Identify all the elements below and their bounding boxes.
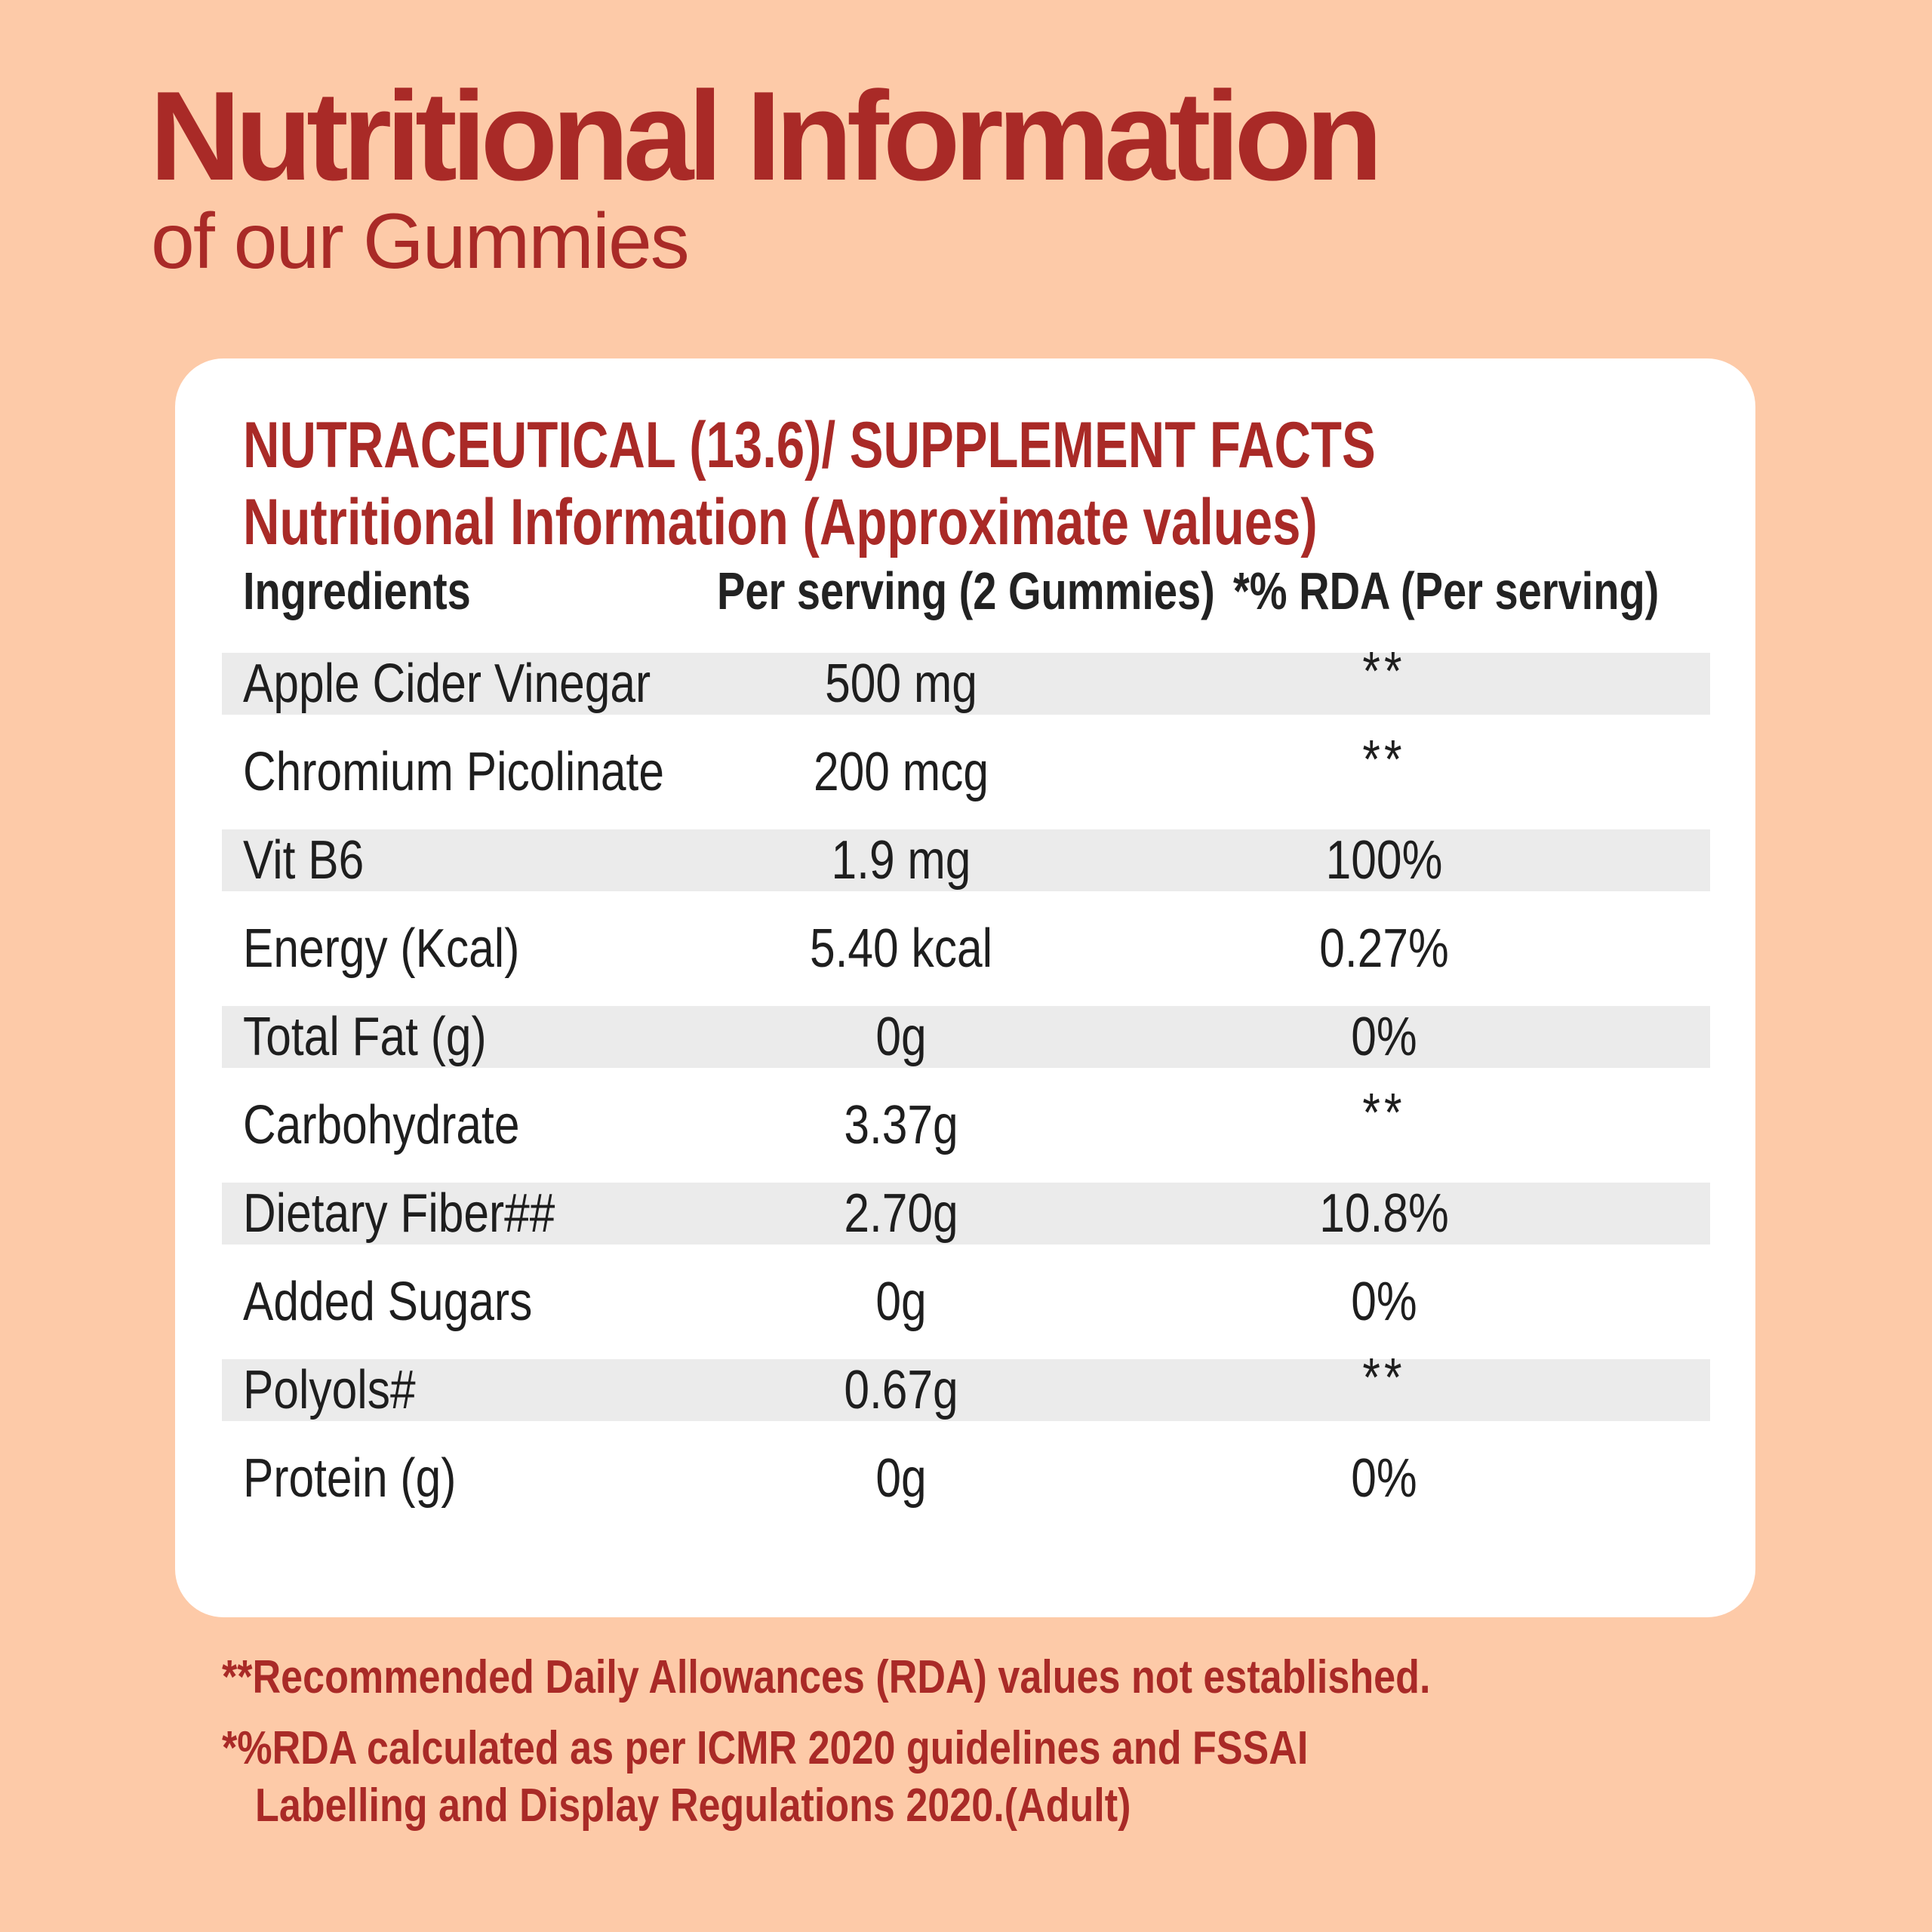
serving-cell: 2.70g bbox=[844, 1183, 958, 1244]
rda-cell: ** bbox=[1362, 1348, 1406, 1408]
table-row: Apple Cider Vinegar 500 mg ** bbox=[222, 641, 1710, 741]
ingredient-cell: Energy (Kcal) bbox=[243, 918, 520, 979]
rda-cell: 0% bbox=[1351, 1272, 1417, 1332]
column-header-ingredients: Ingredients bbox=[243, 561, 471, 620]
facts-subheading: Nutritional Information (Approximate val… bbox=[243, 486, 1318, 558]
table-row: Added Sugars 0g 0% bbox=[222, 1271, 1710, 1359]
ingredient-cell: Carbohydrate bbox=[243, 1095, 520, 1155]
table-row: Protein (g) 0g 0% bbox=[222, 1447, 1710, 1536]
page-title: Nutritional Information bbox=[149, 65, 1383, 207]
table-row: Chromium Picolinate 200 mcg ** bbox=[222, 730, 1710, 829]
table-row: Carbohydrate 3.37g ** bbox=[222, 1083, 1710, 1183]
footnote-rda-not-established: **Recommended Daily Allowances (RDA) val… bbox=[222, 1651, 1431, 1703]
serving-cell: 1.9 mg bbox=[831, 830, 971, 891]
facts-heading: NUTRACEUTICAL (13.6)/ SUPPLEMENT FACTS bbox=[243, 409, 1376, 481]
table-row: Total Fat (g) 0g 0% bbox=[222, 1006, 1710, 1094]
rda-cell: 0.27% bbox=[1319, 918, 1449, 979]
ingredient-cell: Polyols# bbox=[243, 1360, 416, 1420]
serving-cell: 0g bbox=[875, 1272, 927, 1332]
ingredient-cell: Added Sugars bbox=[243, 1272, 533, 1332]
rda-cell: ** bbox=[1362, 1083, 1406, 1143]
serving-cell: 3.37g bbox=[844, 1095, 958, 1155]
rda-cell: 10.8% bbox=[1319, 1183, 1449, 1244]
facts-table: Apple Cider Vinegar 500 mg ** Chromium P… bbox=[222, 641, 1710, 1536]
supplement-facts-card: NUTRACEUTICAL (13.6)/ SUPPLEMENT FACTS N… bbox=[175, 358, 1755, 1617]
serving-cell: 200 mcg bbox=[814, 742, 989, 802]
serving-cell: 0.67g bbox=[844, 1360, 958, 1420]
column-header-rda: *% RDA (Per serving) bbox=[1233, 561, 1660, 620]
ingredient-cell: Protein (g) bbox=[243, 1448, 457, 1509]
ingredient-cell: Dietary Fiber## bbox=[243, 1183, 555, 1244]
serving-cell: 500 mg bbox=[825, 654, 977, 714]
serving-cell: 0g bbox=[875, 1448, 927, 1509]
ingredient-cell: Chromium Picolinate bbox=[243, 742, 664, 802]
table-row: Dietary Fiber## 2.70g 10.8% bbox=[222, 1183, 1710, 1271]
serving-cell: 0g bbox=[875, 1007, 927, 1067]
rda-cell: ** bbox=[1362, 730, 1406, 790]
footnote-rda-calculation-continued: Labelling and Display Regulations 2020.(… bbox=[255, 1780, 1131, 1832]
serving-cell: 5.40 kcal bbox=[809, 918, 993, 979]
ingredient-cell: Apple Cider Vinegar bbox=[243, 654, 651, 714]
rda-cell: 100% bbox=[1325, 830, 1443, 891]
rda-cell: ** bbox=[1362, 641, 1406, 702]
footnote-rda-calculation: *%RDA calculated as per ICMR 2020 guidel… bbox=[222, 1722, 1309, 1774]
table-row: Energy (Kcal) 5.40 kcal 0.27% bbox=[222, 918, 1710, 1006]
rda-cell: 0% bbox=[1351, 1448, 1417, 1509]
table-row: Vit B6 1.9 mg 100% bbox=[222, 829, 1710, 918]
page-subtitle: of our Gummies bbox=[151, 198, 690, 285]
rda-cell: 0% bbox=[1351, 1007, 1417, 1067]
ingredient-cell: Vit B6 bbox=[243, 830, 365, 891]
ingredient-cell: Total Fat (g) bbox=[243, 1007, 487, 1067]
column-header-per-serving: Per serving (2 Gummies) bbox=[717, 561, 1215, 620]
table-row: Polyols# 0.67g ** bbox=[222, 1348, 1710, 1447]
